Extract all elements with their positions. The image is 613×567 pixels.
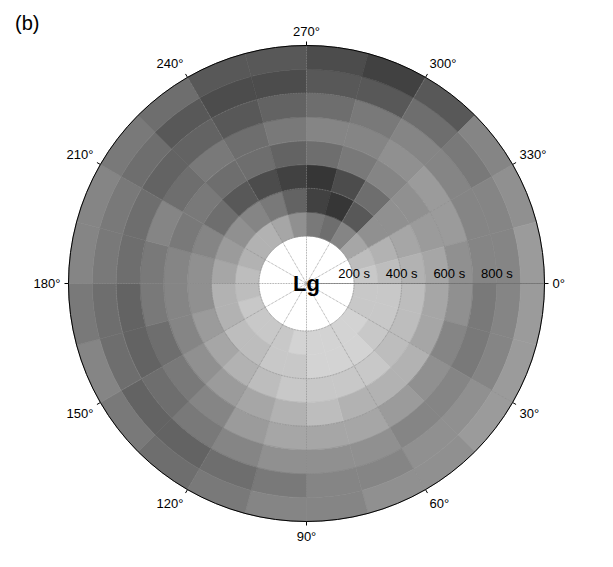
svg-text:Lg: Lg	[293, 271, 320, 296]
svg-text:400 s: 400 s	[386, 266, 418, 281]
svg-text:240°: 240°	[157, 56, 184, 71]
svg-text:330°: 330°	[520, 147, 547, 162]
svg-text:150°: 150°	[67, 406, 94, 421]
svg-text:(b): (b)	[15, 12, 39, 34]
svg-text:800 s: 800 s	[481, 266, 513, 281]
svg-text:180°: 180°	[34, 276, 61, 291]
svg-text:30°: 30°	[520, 406, 540, 421]
svg-text:600 s: 600 s	[433, 266, 465, 281]
svg-text:0°: 0°	[553, 276, 565, 291]
svg-text:90°: 90°	[297, 529, 317, 544]
svg-text:270°: 270°	[293, 24, 320, 39]
svg-text:300°: 300°	[430, 56, 457, 71]
svg-text:200 s: 200 s	[338, 266, 370, 281]
svg-text:60°: 60°	[430, 496, 450, 511]
svg-text:120°: 120°	[157, 496, 184, 511]
svg-text:210°: 210°	[67, 147, 94, 162]
